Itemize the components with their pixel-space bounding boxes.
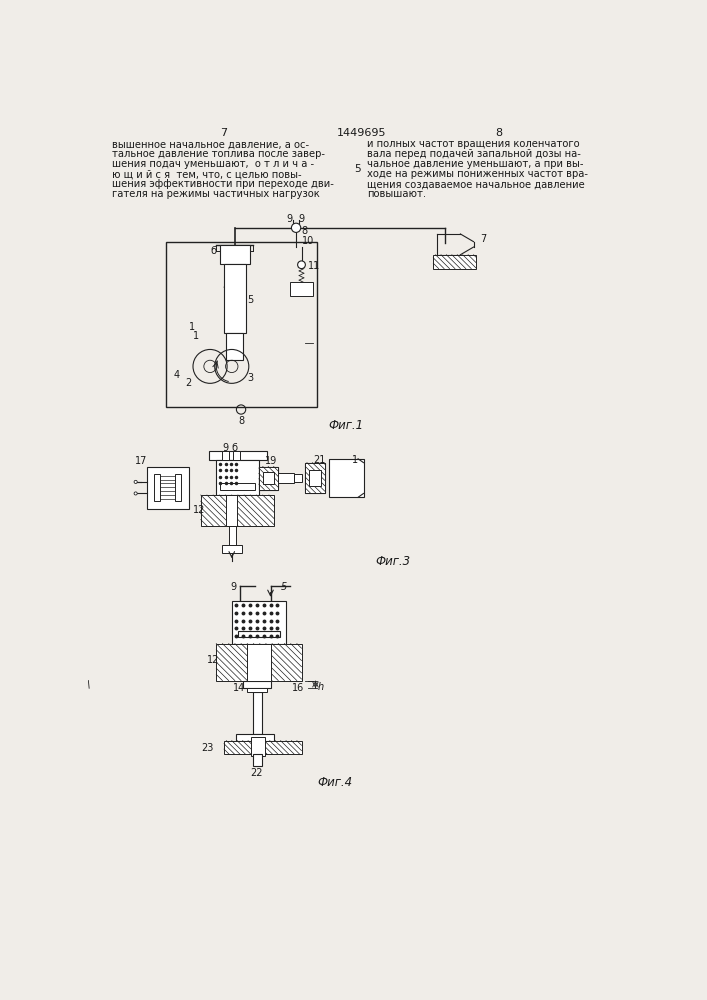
Text: 19: 19 (265, 456, 277, 466)
Text: вышенное начальное давление, а ос-: вышенное начальное давление, а ос- (112, 139, 309, 149)
Bar (238, 631, 280, 637)
Text: 1: 1 (193, 331, 199, 341)
Text: б: б (232, 443, 238, 453)
Text: h: h (317, 682, 324, 692)
Text: 9: 9 (287, 214, 293, 224)
Bar (305, 463, 325, 493)
Bar (233, 451, 240, 460)
Text: 21: 21 (313, 455, 325, 465)
Bar (247, 688, 267, 692)
Bar (290, 282, 313, 296)
Text: 12: 12 (207, 655, 219, 665)
Circle shape (134, 480, 137, 483)
Text: 22: 22 (250, 768, 263, 778)
Text: и полных частот вращения коленчатого: и полных частот вращения коленчатого (368, 139, 580, 149)
Bar (243, 681, 271, 688)
Text: 5: 5 (247, 295, 254, 305)
Text: 9: 9 (223, 443, 228, 453)
Text: 23: 23 (201, 743, 213, 753)
Text: б: б (211, 246, 217, 256)
Bar (329, 459, 363, 497)
Bar (224, 741, 301, 754)
Text: 9: 9 (230, 582, 236, 592)
Bar (305, 463, 325, 493)
Bar (220, 483, 255, 490)
Text: 1449695: 1449695 (337, 128, 387, 138)
Bar (224, 264, 246, 333)
Text: 3: 3 (247, 373, 253, 383)
Text: 17: 17 (135, 456, 147, 466)
Text: гателя на режимы частичных нагрузок: гателя на режимы частичных нагрузок (112, 189, 320, 199)
Bar (226, 495, 237, 526)
Bar (279, 473, 293, 483)
Bar (146, 466, 189, 509)
Bar (220, 245, 250, 264)
Bar (247, 644, 271, 681)
Circle shape (134, 492, 137, 495)
Bar (252, 692, 262, 734)
Text: 7: 7 (221, 128, 228, 138)
Circle shape (298, 261, 305, 269)
Bar (235, 734, 274, 741)
Text: 10: 10 (301, 235, 314, 245)
Bar (175, 474, 182, 501)
Text: щения создаваемое начальное давление: щения создаваемое начальное давление (368, 179, 585, 189)
Circle shape (291, 223, 300, 232)
Text: тальное давление топлива после завер-: тальное давление топлива после завер- (112, 149, 325, 159)
Bar (230, 526, 235, 545)
Bar (433, 255, 476, 269)
Text: 4: 4 (174, 370, 180, 380)
Bar (252, 754, 262, 766)
Bar (251, 737, 265, 756)
Text: 5: 5 (354, 164, 361, 174)
Text: 11: 11 (308, 261, 320, 271)
Text: 1: 1 (189, 322, 195, 332)
Text: 12: 12 (193, 505, 205, 515)
Text: шения подач уменьшают,  о т л и ч а -: шения подач уменьшают, о т л и ч а - (112, 159, 314, 169)
Text: 14: 14 (233, 683, 245, 693)
Text: вала перед подачей запальной дозы на-: вала перед подачей запальной дозы на- (368, 149, 581, 159)
Bar (209, 451, 267, 460)
Text: 8: 8 (238, 416, 244, 426)
Bar (293, 474, 301, 482)
Bar (263, 472, 274, 484)
Text: 16: 16 (292, 683, 305, 693)
Bar (216, 460, 259, 495)
Text: 2: 2 (185, 378, 192, 388)
Bar (223, 545, 242, 553)
Bar (166, 242, 317, 407)
Text: 8: 8 (301, 226, 308, 236)
Text: шения эффективности при переходе дви-: шения эффективности при переходе дви- (112, 179, 334, 189)
Text: 8: 8 (496, 128, 503, 138)
Bar (154, 474, 160, 501)
Text: 1: 1 (352, 455, 358, 465)
Text: 9: 9 (298, 214, 305, 224)
Text: повышают.: повышают. (368, 189, 426, 199)
Text: Фиг.3: Фиг.3 (375, 555, 410, 568)
Bar (201, 495, 274, 526)
Text: 5: 5 (281, 582, 287, 592)
Text: чальное давление уменьшают, а при вы-: чальное давление уменьшают, а при вы- (368, 159, 584, 169)
Text: Фиг.1: Фиг.1 (329, 419, 363, 432)
Bar (259, 466, 279, 490)
Bar (232, 601, 286, 644)
Bar (226, 333, 243, 360)
Bar (259, 466, 279, 490)
Bar (216, 644, 301, 681)
Bar (223, 451, 228, 460)
Text: 7: 7 (480, 234, 486, 244)
Text: ходе на режимы пониженных частот вра-: ходе на режимы пониженных частот вра- (368, 169, 588, 179)
Bar (309, 470, 321, 486)
Text: ю щ и й с я  тем, что, с целью повы-: ю щ и й с я тем, что, с целью повы- (112, 169, 301, 179)
Text: Фиг.4: Фиг.4 (317, 776, 352, 789)
